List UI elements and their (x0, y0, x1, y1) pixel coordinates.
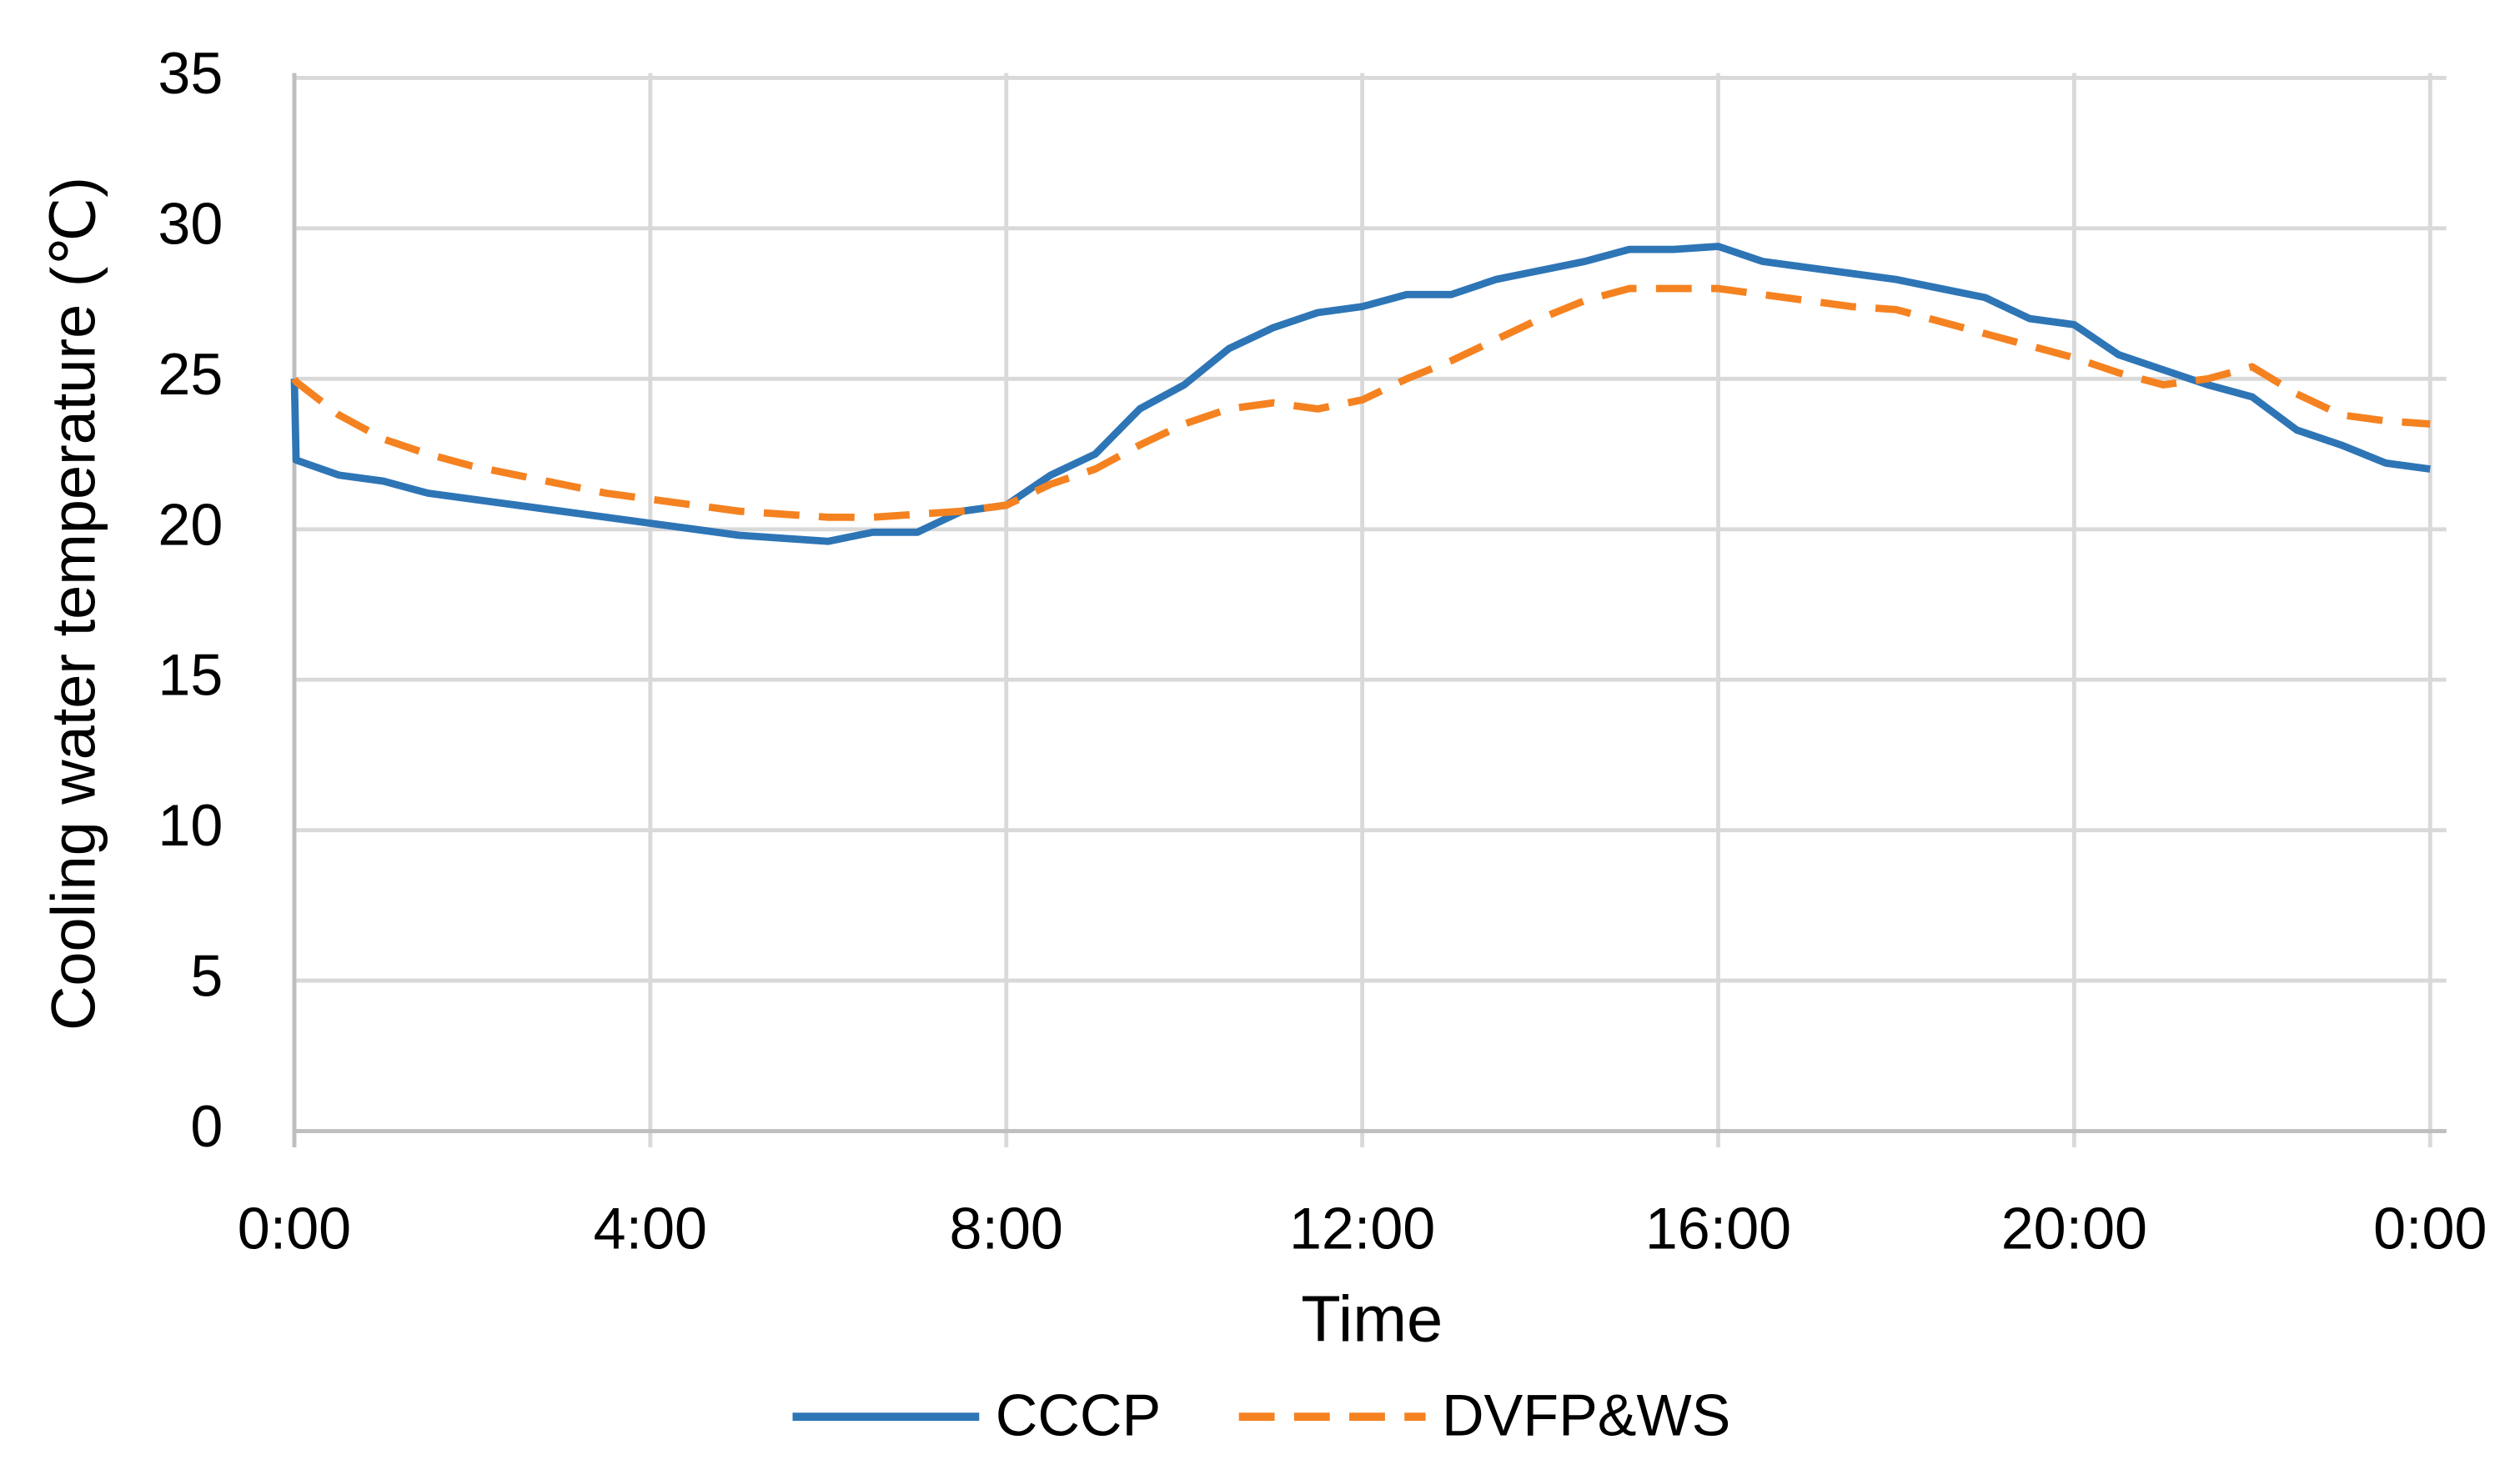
x-tick-label: 4:00 (594, 1197, 707, 1262)
legend-label: CCCP (996, 1382, 1161, 1447)
x-tick-label: 16:00 (1645, 1197, 1791, 1262)
y-tick-label: 10 (158, 793, 223, 858)
y-tick-label: 20 (158, 492, 223, 557)
legend-label: DVFP&WS (1442, 1382, 1730, 1447)
data-line (291, 284, 2431, 521)
data-line (290, 243, 2431, 545)
x-tick-label: 12:00 (1289, 1197, 1435, 1262)
x-tick-label: 0:00 (2373, 1197, 2487, 1262)
y-axis-title: Cooling water temperature (℃) (39, 177, 108, 1031)
x-axis-title: Time (1301, 1284, 1443, 1356)
y-tick-label: 15 (158, 643, 223, 708)
x-tick-label: 20:00 (2001, 1197, 2147, 1262)
y-tick-label: 30 (158, 191, 223, 256)
x-tick-label: 8:00 (950, 1197, 1063, 1262)
y-tick-label: 25 (158, 342, 223, 407)
y-tick-label: 35 (158, 41, 223, 106)
x-tick-label: 0:00 (238, 1197, 351, 1262)
y-tick-label: 0 (190, 1094, 223, 1159)
y-tick-label: 5 (190, 944, 223, 1009)
